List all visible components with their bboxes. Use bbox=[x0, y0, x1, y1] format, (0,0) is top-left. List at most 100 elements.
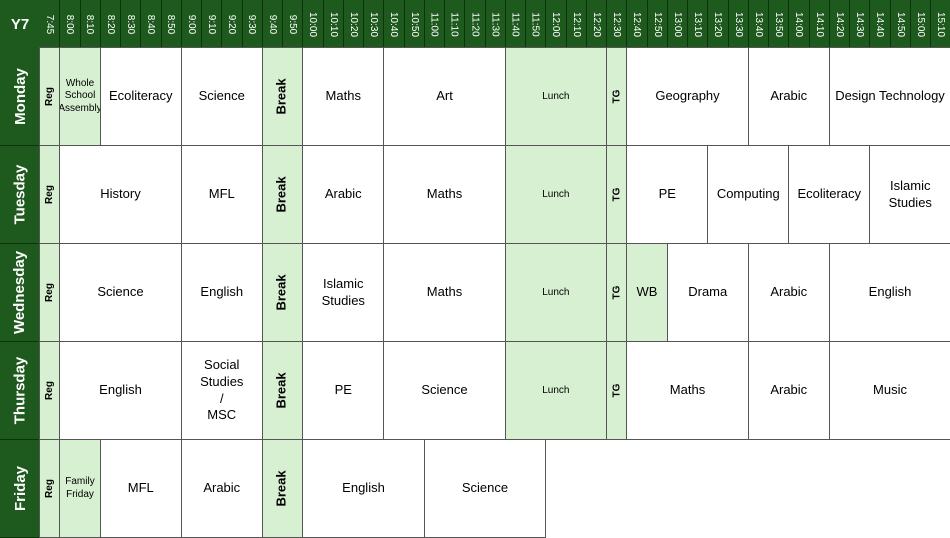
lesson-lunch-thursday: Lunch bbox=[504, 341, 607, 440]
time-label: 12:00 bbox=[550, 11, 562, 37]
time-header-11-30: 11:30 bbox=[485, 0, 506, 48]
lesson-ecoliteracy-monday: Ecoliteracy bbox=[99, 47, 182, 146]
time-label: 13:40 bbox=[752, 11, 764, 37]
lesson-maths-tuesday: Maths bbox=[383, 145, 506, 244]
lesson-label: Maths bbox=[426, 186, 463, 202]
time-header-11-50: 11:50 bbox=[526, 0, 547, 48]
time-header-11-20: 11:20 bbox=[465, 0, 486, 48]
lesson-arabic-monday: Arabic bbox=[747, 47, 830, 146]
time-label: 11:40 bbox=[509, 11, 521, 37]
lesson-mfl-friday: MFL bbox=[99, 439, 182, 538]
time-label: 8:50 bbox=[165, 14, 177, 34]
lesson-lunch-wednesday: Lunch bbox=[504, 243, 607, 342]
time-label: 13:50 bbox=[773, 11, 785, 37]
time-header-13-50: 13:50 bbox=[769, 0, 790, 48]
time-header-8-30: 8:30 bbox=[121, 0, 142, 48]
time-header-8-40: 8:40 bbox=[141, 0, 162, 48]
lesson-science-friday: Science bbox=[423, 439, 547, 538]
lesson-drama-wednesday: Drama bbox=[666, 243, 749, 342]
time-label: 8:40 bbox=[145, 14, 157, 34]
lesson-label: PE bbox=[658, 186, 676, 202]
lesson-label: MFL bbox=[208, 186, 235, 202]
lesson-science-monday: Science bbox=[180, 47, 263, 146]
time-header-13-00: 13:00 bbox=[667, 0, 688, 48]
time-header-13-30: 13:30 bbox=[728, 0, 749, 48]
time-header-12-40: 12:40 bbox=[627, 0, 648, 48]
lesson-tg-tuesday: TG bbox=[606, 145, 628, 244]
time-header-12-00: 12:00 bbox=[546, 0, 567, 48]
lesson-pe-tuesday: PE bbox=[626, 145, 709, 244]
time-label: 9:10 bbox=[206, 14, 218, 34]
lesson-english-friday: English bbox=[302, 439, 425, 538]
lesson-label: Art bbox=[436, 88, 453, 104]
lesson-label: Ecoliteracy bbox=[108, 88, 173, 104]
lesson-label: Arabic bbox=[770, 88, 808, 104]
lesson-label: Science bbox=[421, 382, 468, 398]
lesson-reg-thursday: Reg bbox=[39, 341, 61, 440]
time-label: 9:30 bbox=[246, 14, 258, 34]
time-header-12-20: 12:20 bbox=[586, 0, 607, 48]
lesson-label: Reg bbox=[44, 381, 56, 400]
time-label: 14:50 bbox=[894, 11, 906, 37]
time-label: 9:50 bbox=[287, 14, 299, 34]
time-label: 11:30 bbox=[489, 11, 501, 37]
lesson-mfl-tuesday: MFL bbox=[180, 145, 263, 244]
time-label: 9:00 bbox=[185, 14, 197, 34]
lesson-label: Ecoliteracy bbox=[797, 186, 862, 202]
lesson-english-wednesday: English bbox=[828, 243, 950, 342]
lesson-geography-monday: Geography bbox=[626, 47, 749, 146]
time-header-12-10: 12:10 bbox=[566, 0, 587, 48]
lesson-label: Break bbox=[274, 78, 290, 115]
lesson-arabic-tuesday: Arabic bbox=[302, 145, 385, 244]
lesson-label: Family Friday bbox=[65, 476, 95, 500]
time-header-8-10: 8:10 bbox=[80, 0, 101, 48]
time-header-10-00: 10:00 bbox=[303, 0, 324, 48]
lesson-science-wednesday: Science bbox=[59, 243, 182, 342]
lesson-arabic-thursday: Arabic bbox=[747, 341, 830, 440]
time-label: 12:40 bbox=[631, 11, 643, 37]
time-label: 10:10 bbox=[327, 11, 339, 37]
lesson-label: Islamic Studies bbox=[321, 275, 365, 308]
time-header-14-50: 14:50 bbox=[890, 0, 911, 48]
lesson-maths-wednesday: Maths bbox=[383, 243, 506, 342]
lesson-tg-thursday: TG bbox=[606, 341, 628, 440]
time-header-14-30: 14:30 bbox=[850, 0, 871, 48]
lesson-science-thursday: Science bbox=[383, 341, 506, 440]
time-label: 13:10 bbox=[692, 11, 704, 37]
day-label-thursday: Thursday bbox=[0, 342, 40, 440]
day-label-monday: Monday bbox=[0, 48, 40, 146]
lesson-label: Arabic bbox=[324, 186, 362, 202]
day-name: Wednesday bbox=[11, 250, 29, 335]
lesson-label: Music bbox=[873, 382, 907, 398]
lesson-label: Reg bbox=[44, 283, 56, 302]
time-header-9-30: 9:30 bbox=[242, 0, 263, 48]
time-label: 8:30 bbox=[125, 14, 137, 34]
year-label: Y7 bbox=[0, 0, 40, 48]
lesson-whole-school-assembly-monday: Whole School Assembly bbox=[59, 47, 101, 146]
time-label: 12:30 bbox=[611, 11, 623, 37]
lesson-ecoliteracy-tuesday: Ecoliteracy bbox=[788, 145, 871, 244]
time-label: 12:20 bbox=[590, 11, 602, 37]
lesson-label: Science bbox=[97, 284, 144, 300]
time-header-7-45: 7:45 bbox=[40, 0, 61, 48]
lesson-label: Maths bbox=[426, 284, 463, 300]
time-header-12-30: 12:30 bbox=[607, 0, 628, 48]
time-header-15-10: 15:10 bbox=[931, 0, 950, 48]
lesson-break-wednesday: Break bbox=[261, 243, 304, 342]
time-label: 12:50 bbox=[651, 11, 663, 37]
time-header-10-40: 10:40 bbox=[384, 0, 405, 48]
time-label: 9:20 bbox=[226, 14, 238, 34]
lesson-label: TG bbox=[611, 285, 623, 300]
day-name: Tuesday bbox=[11, 164, 29, 225]
time-label: 14:30 bbox=[854, 11, 866, 37]
lesson-reg-tuesday: Reg bbox=[39, 145, 61, 244]
time-header-14-20: 14:20 bbox=[829, 0, 850, 48]
lesson-islamic-studies-tuesday: Islamic Studies bbox=[869, 145, 950, 244]
lesson-label: MFL bbox=[127, 480, 154, 496]
lesson-wb-wednesday: WB bbox=[626, 243, 668, 342]
time-label: 11:00 bbox=[428, 11, 440, 37]
lesson-label: History bbox=[100, 186, 141, 202]
lesson-label: Break bbox=[274, 470, 290, 507]
time-header-9-20: 9:20 bbox=[222, 0, 243, 48]
